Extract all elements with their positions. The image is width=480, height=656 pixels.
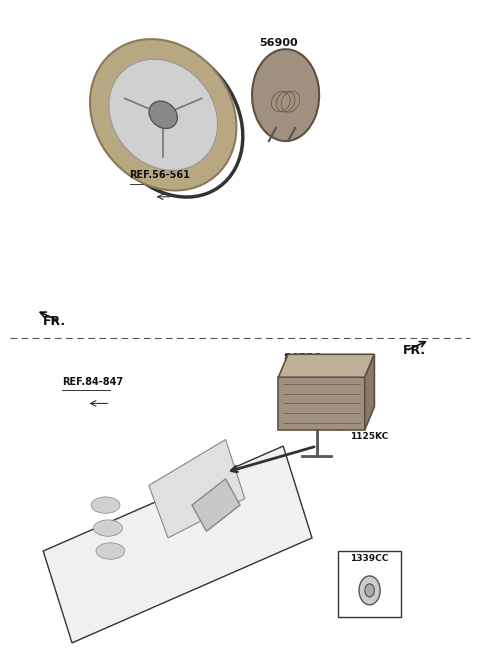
Circle shape — [359, 576, 380, 605]
Circle shape — [365, 584, 374, 597]
Ellipse shape — [252, 49, 319, 141]
Text: 1125KC: 1125KC — [350, 432, 389, 441]
Text: 84530: 84530 — [283, 352, 322, 363]
Polygon shape — [278, 377, 365, 430]
Text: FR.: FR. — [403, 344, 426, 358]
Text: REF.56-561: REF.56-561 — [130, 171, 191, 180]
Text: REF.84-847: REF.84-847 — [62, 377, 123, 387]
Polygon shape — [365, 354, 374, 430]
Text: 56900: 56900 — [259, 37, 298, 48]
Polygon shape — [43, 446, 312, 643]
Ellipse shape — [109, 59, 217, 171]
Ellipse shape — [90, 39, 236, 190]
Ellipse shape — [149, 101, 177, 129]
Ellipse shape — [96, 543, 125, 559]
Polygon shape — [278, 354, 374, 377]
Ellipse shape — [94, 520, 122, 537]
Text: FR.: FR. — [43, 315, 66, 328]
Ellipse shape — [91, 497, 120, 513]
Polygon shape — [149, 440, 245, 538]
Text: 1339CC: 1339CC — [350, 554, 389, 564]
Bar — [338, 551, 401, 617]
Polygon shape — [192, 479, 240, 531]
